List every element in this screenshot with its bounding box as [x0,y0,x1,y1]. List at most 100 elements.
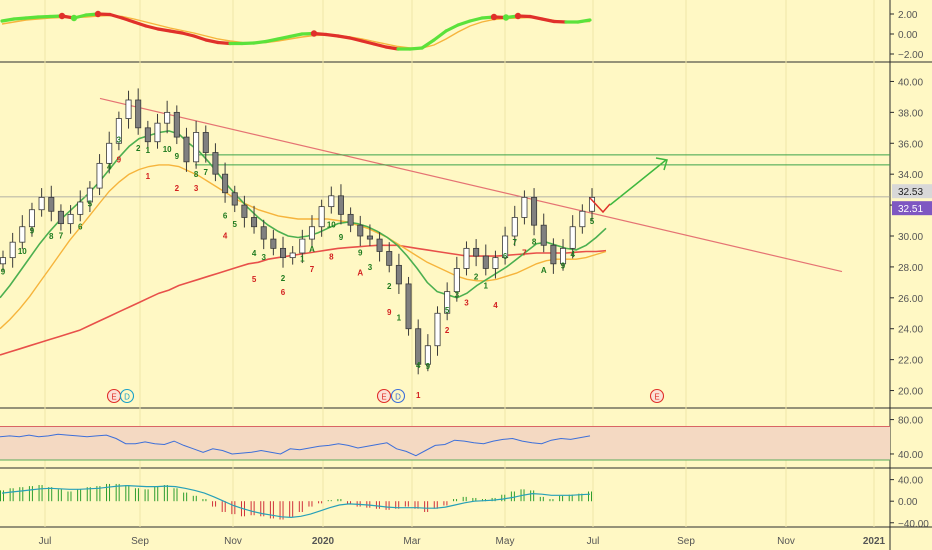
td-buy-label: 3 [455,290,460,299]
osc-cross-marker [490,13,498,21]
rsi-tick-label: 80.00 [898,416,923,427]
candle-body [125,99,132,119]
td-buy-label: 10 [163,145,172,154]
rsi-band [0,426,890,460]
candle-body [115,118,122,144]
candle-body [164,111,171,124]
td-buy-label: 9 [30,226,35,235]
osc-fast-segment [336,34,352,40]
candle-body [57,210,64,225]
candle-body [424,345,431,365]
osc-fast-segment [408,46,424,51]
event-marker-label: D [395,393,401,402]
candle-body [86,187,93,203]
histogram-signal-line [1,484,591,519]
osc-fast-segment [168,29,184,35]
current-price-label: 32.51 [898,204,923,215]
osc-fast-segment [108,12,124,20]
osc-fast-segment [360,39,376,46]
candle-body [376,238,383,252]
td-sell-label: 6 [281,288,286,297]
x-tick-label: Sep [677,536,695,547]
osc-fast-segment [576,18,592,24]
candle-body [453,268,460,293]
td-sell-label: 4 [493,301,498,310]
last-price-label: 32.53 [898,187,923,198]
td-buy-label: 9 [426,362,431,371]
price-tick-label: 38.00 [898,108,923,119]
osc-fast-segment [216,40,232,46]
td-buy-label: 5 [88,199,93,208]
event-marker-label: E [111,393,116,402]
candle-body [96,162,103,189]
td-buy-label: 2 [387,282,392,291]
candle-body [212,152,219,175]
candle-body [444,291,451,314]
candle-body [492,257,499,269]
candle-body [540,224,547,246]
osc-fast-segment [192,34,208,42]
td-buy-label: 1 [397,314,402,323]
candle-body [579,210,586,228]
event-marker[interactable] [119,388,135,404]
td-buy-label: 9 [339,233,344,242]
osc-tick-label: 2.00 [898,10,918,21]
pullback-arrow [589,197,611,214]
event-marker-label: D [124,393,130,402]
candle-body [357,224,364,237]
current-price-badge [892,201,932,216]
candle-body [173,111,180,138]
candle-body [144,127,151,143]
td-buy-label: 7 [204,168,209,177]
td-buy-label: 1 [300,255,305,264]
osc-fast-segment [12,16,28,21]
candle-body [463,247,470,269]
candle-body [222,173,229,194]
osc-fast-segment [180,31,196,38]
candle-body [193,132,200,163]
osc-cross-marker [514,12,522,20]
osc-cross-marker [502,14,510,21]
candle-body [482,255,489,269]
td-buy-label: 2 [474,273,479,282]
td-buy-label: 4 [252,249,257,258]
osc-fast-segment [540,17,556,24]
candle-body [135,99,142,129]
event-marker[interactable] [390,388,406,404]
td-buy-label: 4 [416,361,421,370]
event-marker[interactable] [649,388,665,404]
candle-body [19,226,26,243]
hist-tick-label: 0.00 [898,497,918,508]
candle-body [289,252,296,259]
x-tick-label: Nov [224,536,242,547]
event-marker[interactable] [376,388,392,404]
price-tick-label: 26.00 [898,294,923,305]
price-tick-label: 28.00 [898,263,923,274]
td-buy-label: 6 [78,222,83,231]
candle-body [299,238,306,254]
osc-fast-segment [420,38,436,50]
osc-fast-segment [36,14,52,19]
candle-body [38,196,45,211]
td-buy-label: 10 [327,221,336,230]
event-marker-label: E [381,393,386,402]
candle-body [328,195,335,208]
x-tick-label: Sep [131,536,149,547]
td-sell-label: A [357,268,363,277]
td-buy-label: A [541,266,547,275]
td-sell-label: 7 [310,265,315,274]
osc-fast-segment [240,41,256,46]
osc-cross-marker [70,14,78,22]
osc-tick-label: −2.00 [898,50,924,61]
osc-fast-segment [0,17,16,23]
td-sell-label: 3 [194,184,199,193]
osc-cross-marker [310,30,318,37]
td-sell-label: 1 [146,172,151,181]
osc-fast-segment [204,38,220,45]
td-sell-label: 8 [329,253,334,262]
osc-fast-segment [324,32,340,38]
descending-trendline [99,97,843,273]
price-tick-label: 36.00 [898,139,923,150]
candle-body [531,196,538,226]
